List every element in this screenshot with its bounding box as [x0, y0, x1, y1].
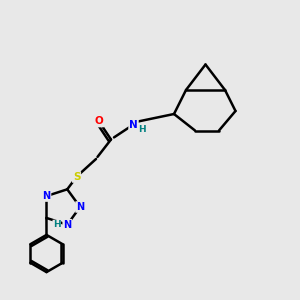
- Text: N: N: [129, 119, 138, 130]
- Text: H: H: [138, 125, 146, 134]
- Text: N: N: [76, 202, 84, 212]
- Text: H: H: [53, 220, 61, 229]
- Text: N: N: [63, 220, 71, 230]
- Text: O: O: [94, 116, 103, 127]
- Text: S: S: [73, 172, 80, 182]
- Text: N: N: [42, 191, 50, 201]
